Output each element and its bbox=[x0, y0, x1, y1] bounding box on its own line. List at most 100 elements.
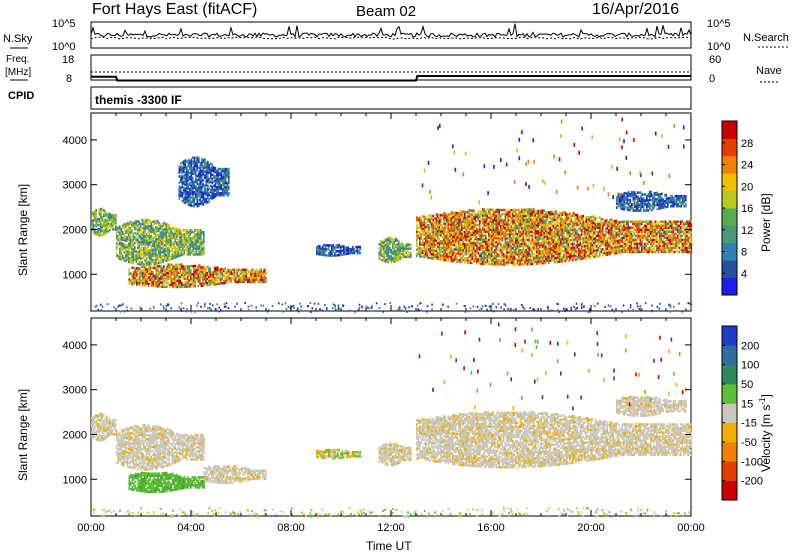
echo-cell bbox=[136, 232, 138, 235]
echo-cell bbox=[145, 266, 147, 269]
echo-cell bbox=[580, 234, 582, 237]
echo-cell bbox=[196, 229, 198, 232]
echo-cell bbox=[514, 209, 516, 212]
freq-tick-8: 8 bbox=[66, 73, 72, 85]
echo-cell bbox=[425, 248, 427, 251]
echo-cell bbox=[157, 265, 159, 268]
echo-cell bbox=[198, 183, 200, 186]
echo-cell bbox=[550, 221, 552, 224]
echo-cell bbox=[545, 256, 547, 259]
echo-cell bbox=[478, 252, 480, 255]
echo-cell bbox=[199, 264, 201, 267]
echo-cell bbox=[539, 210, 541, 213]
echo-cell bbox=[259, 269, 261, 272]
echo-cell bbox=[478, 228, 480, 231]
echo-cell bbox=[536, 236, 538, 239]
nave-tick-0: 0 bbox=[709, 73, 715, 85]
echo-cell bbox=[164, 244, 166, 247]
echo-cell bbox=[511, 225, 513, 228]
echo-cell bbox=[526, 249, 528, 252]
echo-cell bbox=[316, 247, 318, 250]
echo-cell bbox=[583, 237, 585, 240]
echo-cell bbox=[556, 257, 558, 260]
echo-cell bbox=[192, 166, 194, 169]
echo-cell bbox=[530, 231, 532, 234]
echo-cell bbox=[118, 243, 120, 246]
echo-cell bbox=[192, 160, 194, 163]
echo-cell bbox=[119, 237, 121, 240]
echo-cell bbox=[232, 269, 234, 272]
echo-cell bbox=[467, 231, 469, 234]
echo-cell bbox=[154, 220, 156, 223]
echo-cell bbox=[339, 244, 341, 247]
noise-tick-hi-left: 10^5 bbox=[52, 18, 76, 30]
echo-cell bbox=[521, 249, 523, 252]
echo-cell bbox=[193, 265, 195, 268]
echo-cell bbox=[121, 228, 123, 231]
echo-cell bbox=[544, 209, 546, 212]
echo-cell bbox=[213, 184, 215, 187]
echo-cell bbox=[433, 215, 435, 218]
echo-cell bbox=[160, 265, 162, 268]
echo-cell bbox=[575, 254, 577, 256]
echo-cell bbox=[99, 224, 101, 227]
echo-cell bbox=[541, 242, 543, 245]
echo-cell bbox=[503, 231, 505, 234]
echo-cell bbox=[249, 271, 251, 274]
echo-cell bbox=[210, 280, 212, 283]
echo-cell bbox=[535, 210, 537, 213]
echo-cell bbox=[185, 159, 187, 162]
echo-cell bbox=[182, 165, 184, 168]
echo-cell bbox=[255, 271, 257, 274]
echo-cell bbox=[434, 253, 436, 256]
echo-cell bbox=[379, 243, 381, 246]
echo-cell bbox=[170, 256, 172, 259]
echo-cell bbox=[360, 246, 362, 249]
echo-cell bbox=[200, 229, 202, 232]
echo-cell bbox=[463, 211, 465, 214]
echo-cell bbox=[391, 249, 393, 252]
echo-cell bbox=[503, 259, 505, 262]
nave-label: Nave bbox=[756, 65, 782, 77]
echo-cell bbox=[478, 210, 480, 213]
echo-cell bbox=[539, 232, 541, 235]
echo-cell bbox=[238, 269, 240, 272]
echo-cell bbox=[235, 269, 237, 272]
echo-cell bbox=[497, 253, 499, 256]
echo-cell bbox=[187, 265, 189, 268]
echo-cell bbox=[520, 239, 522, 242]
echo-cell bbox=[490, 233, 492, 236]
echo-cell bbox=[418, 235, 420, 238]
echo-cell bbox=[524, 209, 526, 212]
echo-cell bbox=[563, 220, 565, 223]
echo-cell bbox=[188, 159, 190, 162]
echo-cell bbox=[562, 218, 564, 221]
echo-cell bbox=[418, 217, 420, 220]
echo-cell bbox=[485, 228, 487, 231]
echo-cell bbox=[428, 248, 430, 251]
echo-cell bbox=[409, 247, 411, 250]
echo-cell bbox=[431, 215, 433, 218]
echo-cell bbox=[527, 219, 529, 222]
echo-cell bbox=[532, 251, 534, 254]
echo-cell bbox=[169, 284, 171, 287]
echo-cell bbox=[532, 218, 534, 221]
echo-cell bbox=[124, 257, 126, 260]
echo-cell bbox=[215, 175, 217, 178]
echo-cell bbox=[578, 234, 580, 237]
echo-cell bbox=[467, 243, 469, 246]
echo-cell bbox=[152, 249, 154, 252]
echo-cell bbox=[190, 237, 192, 240]
echo-cell bbox=[105, 218, 107, 221]
echo-cell bbox=[473, 252, 475, 255]
echo-cell bbox=[208, 266, 210, 269]
echo-cell bbox=[209, 164, 211, 167]
echo-cell bbox=[547, 231, 549, 234]
echo-cell bbox=[475, 250, 477, 253]
echo-cell bbox=[496, 209, 498, 212]
echo-cell bbox=[183, 160, 185, 163]
echo-cell bbox=[211, 271, 213, 274]
echo-cell bbox=[574, 212, 576, 215]
echo-cell bbox=[464, 231, 466, 234]
echo-cell bbox=[535, 254, 537, 257]
